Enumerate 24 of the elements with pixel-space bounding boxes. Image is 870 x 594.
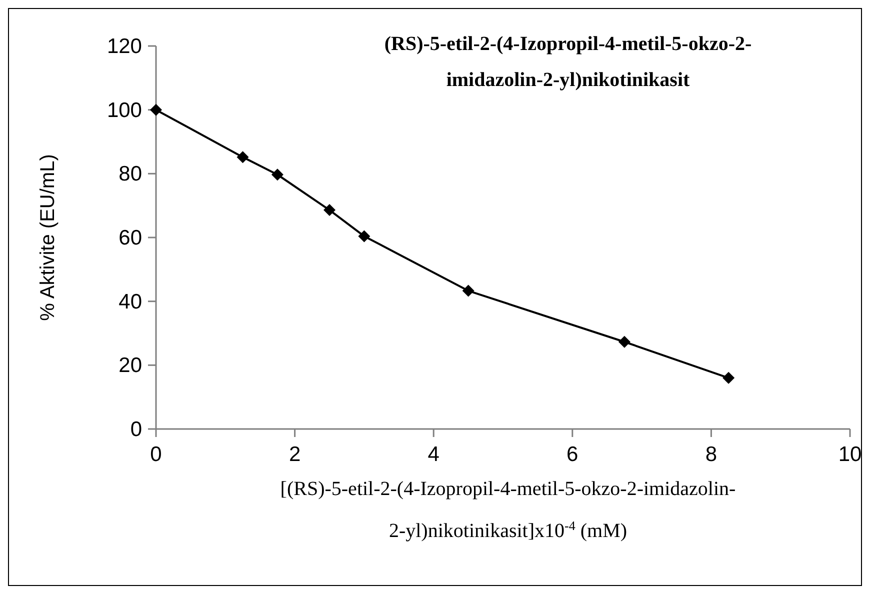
point <box>236 151 249 164</box>
y-tick-label: 40 <box>118 290 142 314</box>
y-tick-label: 120 <box>106 35 142 58</box>
y-axis-title: % Aktivite (EU/mL) <box>37 154 59 321</box>
x-tick-label: 0 <box>150 443 162 466</box>
x-axis-title: [(RS)-5-etil-2-(4-Izopropil-4-metil-5-okzo-2-imidazolin-2-yl)nikotinikasit]x10$^{-4}$ (mM) <box>280 478 736 542</box>
point <box>271 168 284 181</box>
point <box>618 336 630 348</box>
point <box>358 230 370 242</box>
chart-title: (RS)-5-etil-2-(4-Izopropil-4-metil-5-okzo-2-imidazolin-2-yl)nikotinikasit <box>384 33 752 91</box>
point <box>462 284 474 297</box>
x-tick-label: 2 <box>288 443 301 466</box>
x-tick-label: 8 <box>705 443 718 466</box>
x-tick-label: 10 <box>838 443 862 466</box>
y-tick-label: 20 <box>118 354 142 378</box>
y-tick-label: 80 <box>118 162 142 186</box>
y-tick-label: 60 <box>118 226 142 250</box>
point <box>324 204 336 216</box>
x-tick-label: 4 <box>428 443 440 466</box>
y-tick-label: 0 <box>130 418 142 441</box>
y-tick-label: 100 <box>106 98 142 122</box>
point <box>150 104 162 116</box>
x-tick-label: 6 <box>566 443 578 466</box>
point <box>722 372 735 384</box>
